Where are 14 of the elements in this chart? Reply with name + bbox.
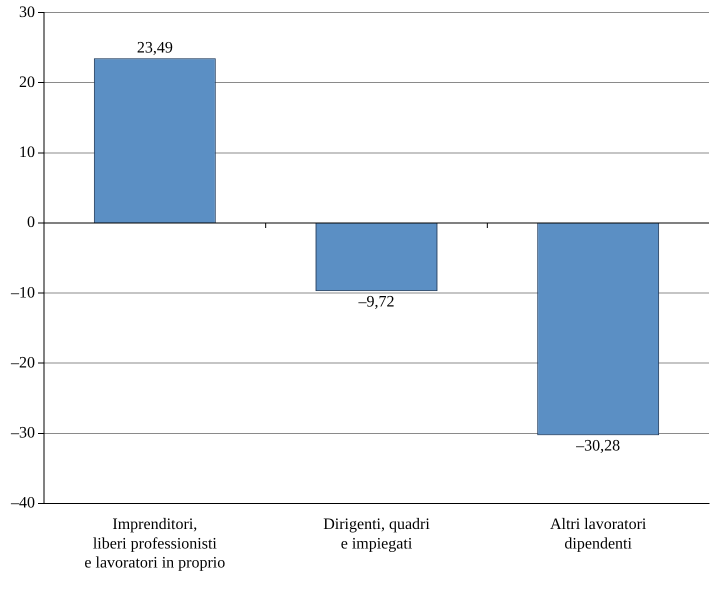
y-tick-label: –10 — [10, 284, 35, 302]
y-tick-label: 0 — [27, 214, 35, 232]
y-tick-label: –30 — [10, 424, 35, 442]
data-label: –9,72 — [358, 293, 394, 310]
y-tick-label: –20 — [10, 354, 35, 372]
x-tick-label: Dirigenti, quadri e impiegati — [323, 516, 430, 552]
data-label: 23,49 — [136, 39, 173, 56]
y-tick-label: 20 — [19, 74, 35, 91]
y-tick-label: 30 — [19, 4, 35, 21]
x-tick-label: Imprenditori, liberi professionisti e lavoratori in proprio — [84, 516, 226, 572]
y-tick-label: –40 — [10, 494, 35, 512]
y-tick-label: 10 — [19, 144, 35, 162]
data-label: –30,28 — [575, 437, 620, 454]
x-tick-label: Altri lavoratori dipendenti — [550, 516, 647, 552]
